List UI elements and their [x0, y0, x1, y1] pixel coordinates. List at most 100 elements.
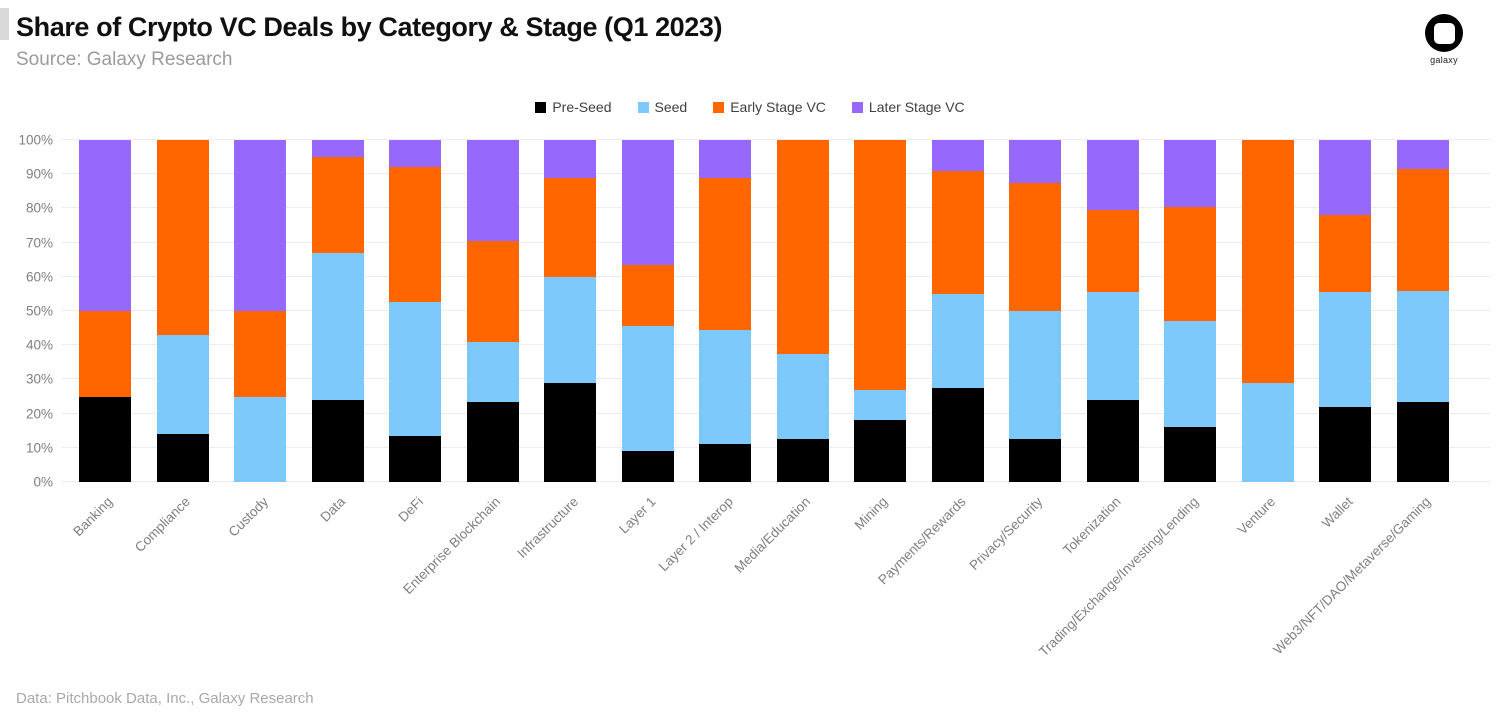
bar-segment-early-stage-vc: [854, 140, 907, 390]
bar-segment-later-stage-vc: [1086, 140, 1139, 211]
x-axis-label: Tokenization: [1059, 494, 1124, 558]
x-axis-label: DeFi: [394, 494, 426, 525]
bar-segment-later-stage-vc: [1396, 140, 1449, 170]
bar-segment-seed: [854, 389, 907, 421]
chart-title: Share of Crypto VC Deals by Category & S…: [16, 12, 723, 42]
y-axis-tick-label: 10%: [25, 440, 53, 456]
x-axis-label: Custody: [225, 494, 271, 540]
bar-segment-later-stage-vc: [1009, 140, 1062, 183]
bar-segment-early-stage-vc: [311, 157, 364, 253]
bar-segment-pre-seed: [389, 435, 442, 482]
bar-segment-early-stage-vc: [931, 170, 984, 294]
screen-edge-artifact: [0, 8, 9, 40]
legend-item-later-stage-vc: Later Stage VC: [851, 99, 965, 115]
galaxy-logo-label: galaxy: [1430, 55, 1458, 65]
bar-layer-2-interop: [699, 140, 752, 482]
x-axis-label-cell: Trading/Exchange/Investing/Lending: [1036, 486, 1216, 686]
gridline: [62, 173, 1490, 175]
x-axis-label: Compliance: [132, 494, 194, 556]
bar-segment-later-stage-vc: [234, 140, 287, 311]
gridline: [62, 446, 1490, 448]
bar-privacy-security: [1009, 140, 1062, 482]
bar-segment-seed: [931, 293, 984, 388]
bar-segment-seed: [621, 326, 674, 452]
x-axis-label: Banking: [70, 494, 116, 540]
x-axis-label: Layer 1: [615, 494, 659, 537]
bar-segment-pre-seed: [854, 420, 907, 482]
x-axis-label: Mining: [852, 494, 891, 533]
y-axis-tick-label: 50%: [25, 303, 53, 319]
x-axis-label-cell: Media/Education: [732, 486, 829, 686]
bar-segment-seed: [156, 334, 209, 435]
x-axis-label-cell: Banking: [70, 486, 131, 686]
chart-legend: Pre-Seed Seed Early Stage VC Later Stage VC: [0, 99, 1500, 115]
bar-segment-early-stage-vc: [156, 140, 209, 335]
legend-item-seed: Seed: [637, 99, 687, 115]
x-axis-label-cell: Privacy/Security: [967, 486, 1061, 686]
bar-segment-early-stage-vc: [1241, 140, 1294, 383]
x-axis-label: Venture: [1234, 494, 1279, 538]
bar-segment-later-stage-vc: [311, 140, 364, 158]
legend-label: Early Stage VC: [730, 99, 826, 115]
bar-venture: [1241, 140, 1294, 482]
bar-segment-early-stage-vc: [1164, 206, 1217, 322]
legend-swatch-icon: [535, 101, 547, 113]
bar-segment-early-stage-vc: [1086, 210, 1139, 293]
bar-defi: [389, 140, 442, 482]
bar-segment-later-stage-vc: [389, 140, 442, 168]
x-axis-label-cell: Payments/Rewards: [875, 486, 984, 686]
bar-segment-early-stage-vc: [1009, 182, 1062, 311]
bar-segment-early-stage-vc: [234, 311, 287, 397]
bar-segment-pre-seed: [1009, 439, 1062, 482]
bars-row: [79, 140, 1449, 482]
bar-segment-early-stage-vc: [544, 177, 597, 277]
bar-segment-early-stage-vc: [79, 311, 131, 397]
bar-layer-1: [621, 140, 674, 482]
bar-segment-seed: [1086, 292, 1139, 400]
bar-segment-pre-seed: [931, 387, 984, 482]
x-axis-label: Data: [317, 494, 349, 525]
bar-segment-pre-seed: [1086, 399, 1139, 482]
y-axis-tick-label: 70%: [25, 235, 53, 251]
bar-segment-early-stage-vc: [699, 177, 752, 330]
bar-segment-pre-seed: [544, 382, 597, 482]
gridline: [62, 344, 1490, 346]
gridline: [62, 412, 1490, 414]
chart-header: Share of Crypto VC Deals by Category & S…: [16, 12, 723, 71]
legend-item-pre-seed: Pre-Seed: [535, 99, 612, 115]
gridline: [62, 207, 1490, 209]
bar-segment-later-stage-vc: [1164, 140, 1217, 207]
bar-tokenization: [1086, 140, 1139, 482]
gridline: [62, 241, 1490, 243]
x-axis-label-cell: Mining: [852, 486, 906, 686]
bar-segment-pre-seed: [156, 434, 209, 482]
legend-label: Later Stage VC: [868, 99, 965, 115]
bar-segment-seed: [466, 341, 519, 402]
bar-segment-pre-seed: [621, 451, 674, 482]
bar-data: [311, 140, 364, 482]
y-axis-tick-label: 60%: [25, 269, 53, 285]
bar-segment-seed: [699, 329, 752, 445]
bar-segment-later-stage-vc: [79, 140, 131, 311]
x-axis-label: Wallet: [1319, 494, 1356, 531]
bar-segment-early-stage-vc: [621, 264, 674, 327]
y-axis-tick-label: 0%: [33, 474, 53, 490]
x-axis-label-cell: Data: [312, 486, 364, 686]
x-axis-label-cell: Compliance: [132, 486, 209, 686]
bar-segment-later-stage-vc: [931, 140, 984, 171]
bar-segment-early-stage-vc: [1319, 215, 1372, 293]
bar-mining: [854, 140, 907, 482]
gridline: [62, 275, 1490, 277]
bar-segment-seed: [1009, 311, 1062, 440]
y-axis-tick-label: 100%: [18, 132, 53, 148]
bar-custody: [234, 140, 287, 482]
bar-segment-pre-seed: [776, 439, 829, 482]
gridline: [62, 481, 1490, 482]
bar-segment-pre-seed: [79, 396, 131, 482]
bar-segment-later-stage-vc: [1319, 140, 1372, 216]
y-axis-tick-label: 30%: [25, 371, 53, 387]
bar-segment-pre-seed: [311, 399, 364, 482]
x-axis-label-cell: Infrastructure: [514, 486, 596, 686]
bar-enterprise-blockchain: [466, 140, 519, 482]
bar-segment-early-stage-vc: [389, 167, 442, 303]
